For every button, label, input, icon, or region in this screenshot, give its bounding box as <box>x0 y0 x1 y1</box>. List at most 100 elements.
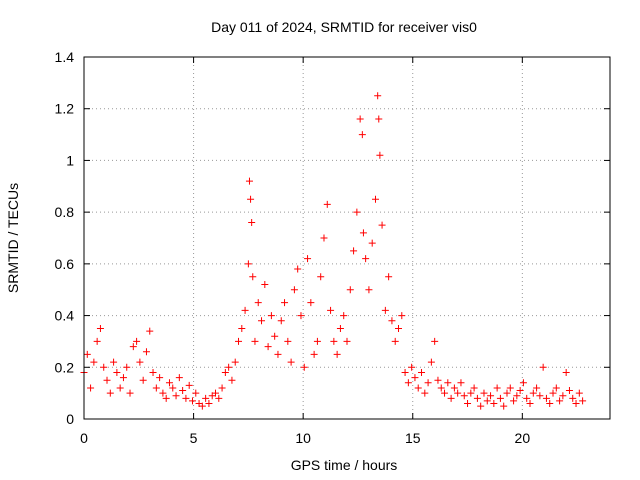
data-point <box>523 394 531 402</box>
data-point <box>277 317 285 325</box>
data-point <box>496 394 504 402</box>
data-point <box>353 208 361 216</box>
data-point <box>100 363 108 371</box>
data-point <box>552 384 560 392</box>
data-point <box>248 218 256 226</box>
data-point <box>133 337 141 345</box>
data-point <box>307 299 315 307</box>
data-point <box>281 299 289 307</box>
data-points <box>80 92 587 410</box>
data-point <box>90 358 98 366</box>
data-point <box>313 337 321 345</box>
x-tick-label: 0 <box>80 430 88 446</box>
data-point <box>87 384 95 392</box>
data-point <box>398 312 406 320</box>
data-point <box>241 306 249 314</box>
data-point <box>245 177 253 185</box>
data-point <box>437 384 445 392</box>
data-point <box>579 397 587 405</box>
data-point <box>391 337 399 345</box>
y-tick-label: 0.8 <box>55 204 75 220</box>
data-point <box>401 368 409 376</box>
data-point <box>228 376 236 384</box>
data-point <box>126 389 134 397</box>
data-point <box>388 317 396 325</box>
data-point <box>572 399 580 407</box>
data-point <box>362 255 370 263</box>
data-point <box>374 92 382 100</box>
data-point <box>569 394 577 402</box>
data-point <box>516 387 524 395</box>
data-point <box>457 379 465 387</box>
data-point <box>359 229 367 237</box>
data-point <box>249 273 257 281</box>
data-point <box>510 397 518 405</box>
data-point <box>106 389 114 397</box>
data-point <box>215 394 223 402</box>
data-point <box>375 115 383 123</box>
data-point <box>358 131 366 139</box>
data-point <box>542 394 550 402</box>
data-point <box>454 389 462 397</box>
data-point <box>385 273 393 281</box>
data-point <box>175 374 183 382</box>
data-point <box>427 358 435 366</box>
data-point <box>549 389 557 397</box>
data-point <box>83 350 91 358</box>
data-point <box>159 389 167 397</box>
data-point <box>231 358 239 366</box>
data-point <box>447 394 455 402</box>
data-point <box>169 384 177 392</box>
data-point <box>205 399 213 407</box>
data-point <box>93 337 101 345</box>
y-tick-label: 0.4 <box>55 308 75 324</box>
data-point <box>304 255 312 263</box>
data-point <box>165 379 173 387</box>
data-point <box>365 286 373 294</box>
data-point <box>418 368 426 376</box>
x-tick-label: 10 <box>295 430 311 446</box>
data-point <box>330 337 338 345</box>
data-point <box>424 379 432 387</box>
data-point <box>444 379 452 387</box>
data-point <box>149 368 157 376</box>
data-point <box>251 337 259 345</box>
x-tick-label: 15 <box>405 430 421 446</box>
data-point <box>123 363 131 371</box>
data-point <box>225 363 233 371</box>
data-point <box>575 389 583 397</box>
data-point <box>198 402 206 410</box>
data-point <box>343 337 351 345</box>
data-point <box>470 384 478 392</box>
data-point <box>284 337 292 345</box>
data-point <box>503 389 511 397</box>
data-point <box>162 394 170 402</box>
data-point <box>336 325 344 332</box>
data-point <box>96 325 104 332</box>
data-point <box>110 358 118 366</box>
data-point <box>565 387 573 395</box>
data-point <box>172 392 180 400</box>
data-point <box>519 379 527 387</box>
data-point <box>546 399 554 407</box>
data-point <box>464 399 472 407</box>
grid <box>84 57 610 419</box>
data-point <box>247 195 255 203</box>
data-point <box>146 327 154 335</box>
data-point <box>235 337 243 345</box>
y-axis-label: SRMTID / TECUs <box>5 183 21 293</box>
data-point <box>493 384 501 392</box>
data-point <box>467 389 475 397</box>
data-point <box>129 343 137 351</box>
data-point <box>188 397 196 405</box>
data-point <box>556 397 564 405</box>
data-point <box>264 343 272 351</box>
y-tick-label: 0 <box>66 411 74 427</box>
data-point <box>212 389 219 397</box>
data-point <box>179 387 187 395</box>
data-point <box>381 306 389 314</box>
data-point <box>421 389 429 397</box>
data-point <box>477 402 485 410</box>
data-point <box>368 239 376 247</box>
